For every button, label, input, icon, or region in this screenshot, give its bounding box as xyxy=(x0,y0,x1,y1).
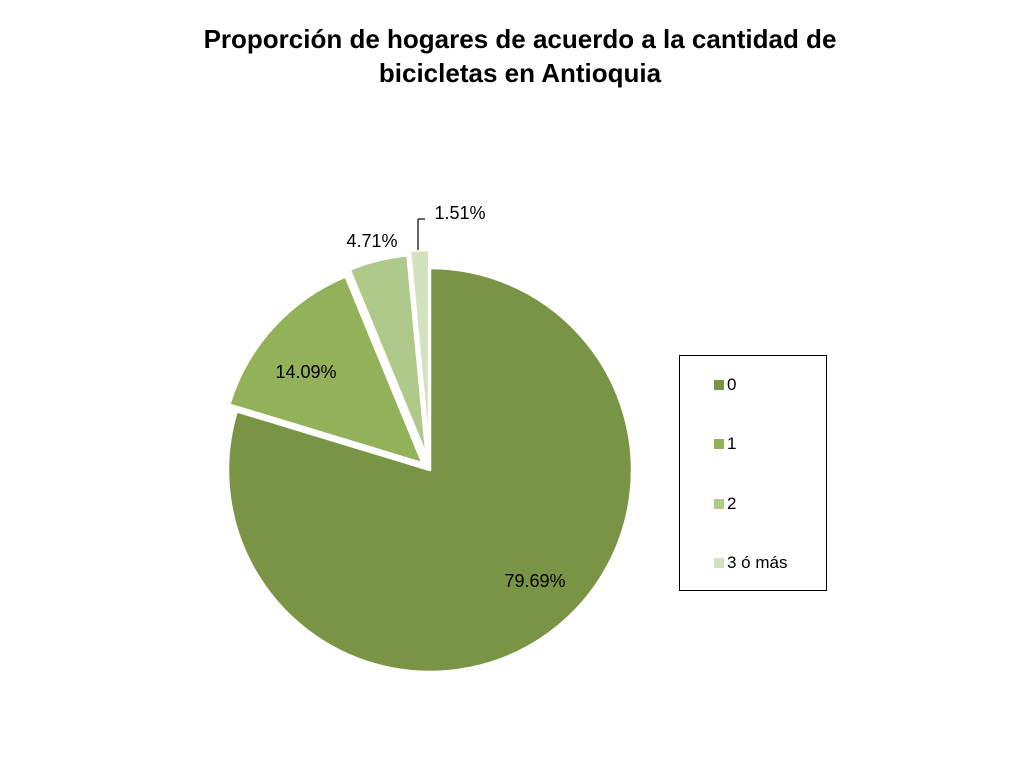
data-label-2: 4.71% xyxy=(346,231,397,251)
legend-item-1: 1 xyxy=(714,433,736,455)
pie-slice-2 xyxy=(348,254,428,458)
chart-title-line-1: Proporción de hogares de acuerdo a la ca… xyxy=(203,24,837,54)
legend-item-2: 2 xyxy=(714,493,736,515)
legend-label-1: 1 xyxy=(727,434,737,453)
legend-item-3: 3 ó más xyxy=(714,552,787,574)
legend-label-3: 3 ó más xyxy=(727,553,788,572)
legend-swatch-0 xyxy=(714,380,724,390)
pie-slice-3 xyxy=(408,248,431,454)
legend-swatch-1 xyxy=(714,439,724,449)
data-label-1: 14.09% xyxy=(275,362,336,382)
legend-swatch-3 xyxy=(714,558,724,568)
chart-title: Proporción de hogares de acuerdo a la ca… xyxy=(0,22,1009,90)
legend-item-0: 0 xyxy=(714,374,736,396)
pie-slice-0 xyxy=(226,266,634,674)
data-label-3: 1.51% xyxy=(434,203,485,223)
data-label-0: 79.69% xyxy=(504,571,565,591)
pie-slice-1 xyxy=(228,275,424,465)
legend-swatch-2 xyxy=(714,499,724,509)
legend-label-0: 0 xyxy=(727,375,737,394)
chart-title-line-2: bicicletas en Antioquia xyxy=(378,58,662,88)
legend: 0 1 2 3 ó más xyxy=(679,355,827,591)
legend-label-2: 2 xyxy=(727,494,737,513)
